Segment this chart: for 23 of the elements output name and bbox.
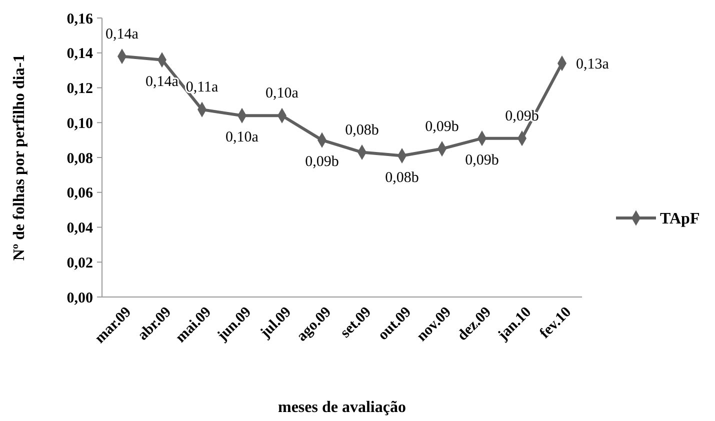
y-tick-label: 0,10 bbox=[66, 116, 93, 132]
data-label: 0,09b bbox=[425, 118, 459, 135]
y-tick-label: 0,06 bbox=[66, 186, 94, 202]
data-label: 0,08b bbox=[345, 122, 379, 138]
data-label: 0,09b bbox=[305, 154, 339, 170]
data-label: 0,14a bbox=[106, 26, 139, 42]
y-tick-label: 0,00 bbox=[66, 290, 93, 306]
legend-label: TApF bbox=[660, 210, 700, 228]
y-tick-label: 0,04 bbox=[66, 220, 94, 236]
y-axis-title: Nº de folhas por perfilho dia-1 bbox=[11, 54, 28, 261]
data-label: 0,14a bbox=[146, 74, 179, 90]
data-label: 0,10a bbox=[226, 130, 259, 146]
data-label: 0,11a bbox=[186, 80, 219, 96]
y-tick-label: 0,08 bbox=[66, 150, 93, 167]
data-label: 0,13a bbox=[576, 56, 610, 72]
y-tick-label: 0,14 bbox=[66, 46, 94, 62]
y-tick-label: 0,02 bbox=[66, 255, 93, 272]
data-label: 0,10a bbox=[266, 86, 299, 102]
data-label: 0,09b bbox=[465, 152, 499, 168]
data-label: 0,08b bbox=[385, 170, 419, 186]
x-axis-title: meses de avaliação bbox=[278, 399, 406, 416]
y-tick-label: 0,16 bbox=[66, 11, 94, 28]
y-tick-label: 0,12 bbox=[66, 81, 93, 97]
